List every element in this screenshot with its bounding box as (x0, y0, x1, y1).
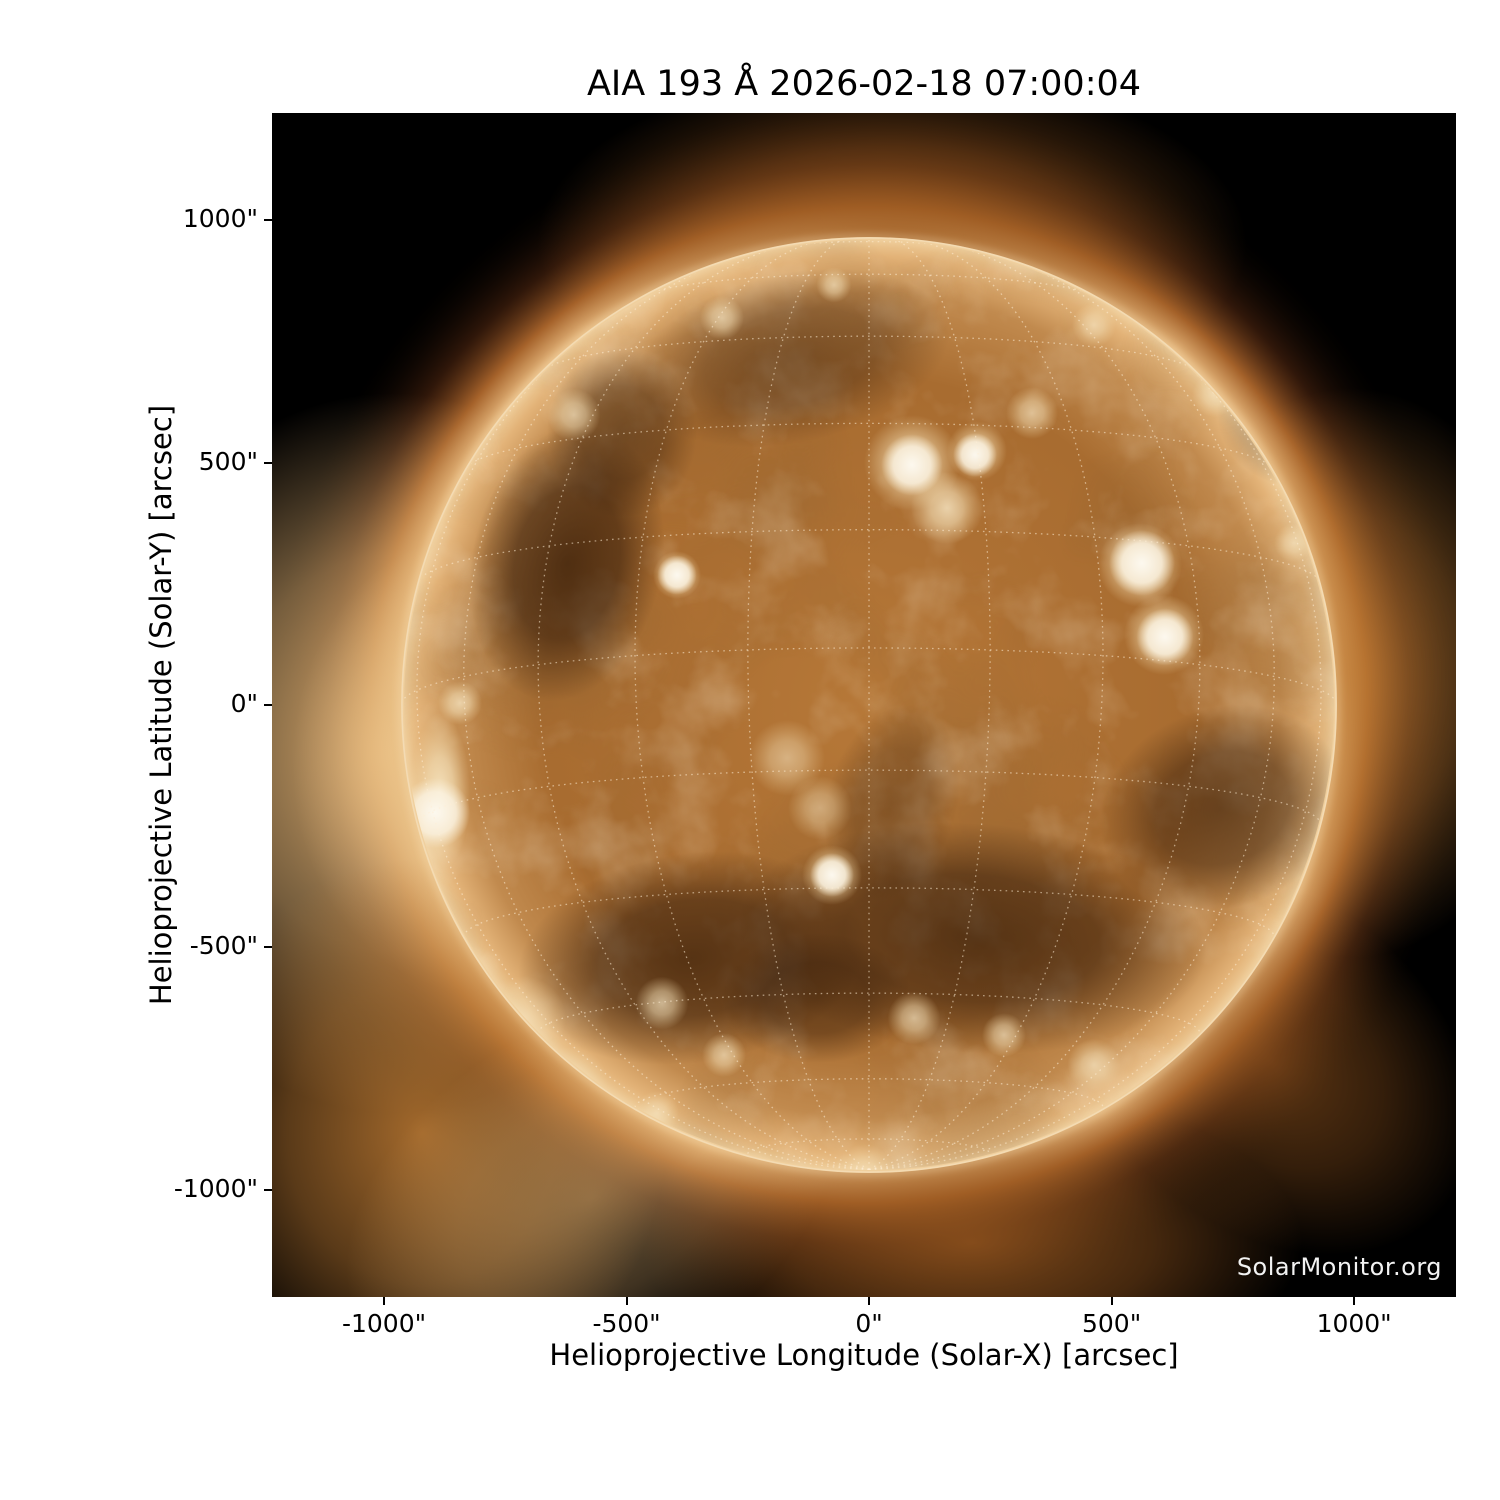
x-tick-label: -500" (592, 1309, 661, 1338)
plot-area: SolarMonitor.org (272, 113, 1456, 1297)
x-tick-label: -1000" (341, 1309, 427, 1338)
x-tick-label: 1000" (1316, 1309, 1392, 1338)
y-tick-mark (264, 1188, 272, 1191)
y-tick-label: -1000" (173, 1173, 258, 1203)
x-tick-label: 0" (855, 1309, 883, 1338)
y-tick-mark (264, 704, 272, 706)
x-tick-mark (1353, 1297, 1356, 1305)
y-tick-label: 1000" (182, 204, 258, 234)
y-tick-label: 500" (198, 446, 258, 476)
y-tick-mark (264, 461, 272, 464)
x-tick-mark (625, 1297, 628, 1305)
y-tick-mark (264, 219, 272, 222)
y-axis-label: Helioprojective Latitude (Solar-Y) [arcs… (144, 404, 178, 1006)
figure-title: AIA 193 Å 2026-02-18 07:00:04 (586, 64, 1142, 104)
y-tick-mark (264, 946, 272, 949)
disk-features-layer (404, 267, 1334, 1170)
x-tick-label: 500" (1082, 1309, 1142, 1338)
y-tick-label: 0" (230, 689, 258, 718)
x-axis-label: Helioprojective Longitude (Solar-X) [arc… (549, 1338, 1179, 1372)
x-tick-mark (383, 1297, 386, 1305)
heliographic-grid (404, 240, 1334, 1170)
x-tick-mark (1110, 1297, 1113, 1305)
sun-image (272, 113, 1456, 1297)
x-tick-mark (868, 1297, 871, 1305)
limb-ring (399, 235, 1339, 1175)
y-tick-label: -500" (189, 931, 258, 961)
watermark: SolarMonitor.org (1236, 1253, 1442, 1281)
